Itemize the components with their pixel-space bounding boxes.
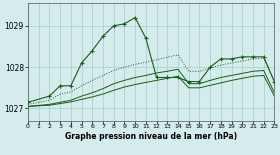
X-axis label: Graphe pression niveau de la mer (hPa): Graphe pression niveau de la mer (hPa) xyxy=(65,132,237,141)
